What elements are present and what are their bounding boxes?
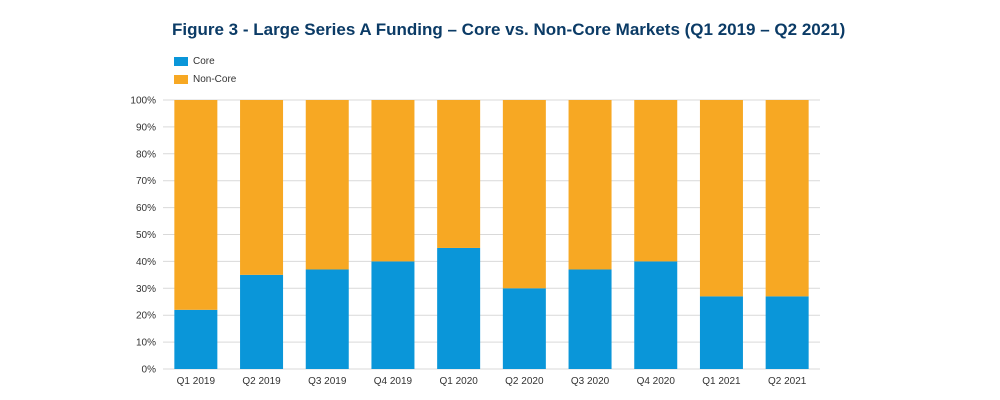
legend: Core Non-Core [174, 52, 236, 88]
y-tick-label: 60% [136, 203, 156, 214]
y-tick-label: 90% [136, 122, 156, 133]
bar-noncore [174, 100, 218, 310]
y-tick-label: 50% [136, 230, 156, 241]
y-tick-label: 70% [136, 176, 156, 187]
bar-noncore [568, 100, 612, 270]
x-tick-label: Q1 2021 [702, 376, 741, 387]
bar-noncore [371, 100, 415, 262]
x-axis: Q1 2019 Q2 2019 Q3 2019 Q4 2019 Q1 2020 Q2 20… [177, 376, 807, 387]
legend-item-core: Core [174, 52, 236, 70]
bar-noncore [240, 100, 284, 275]
y-axis: 0% 10% 20% 30% 40% 50% 60% 70% 80% 90% 100% [130, 96, 156, 376]
bar-noncore [437, 100, 481, 248]
legend-swatch-core [174, 56, 188, 66]
bar-core [502, 288, 546, 369]
legend-label-core: Core [193, 55, 215, 67]
x-tick-label: Q3 2019 [308, 376, 347, 387]
x-tick-label: Q1 2020 [439, 376, 478, 387]
y-tick-label: 80% [136, 149, 156, 160]
legend-item-noncore: Non-Core [174, 70, 236, 88]
bar-core [174, 309, 218, 369]
y-tick-label: 20% [136, 311, 156, 322]
x-tick-label: Q4 2020 [637, 376, 676, 387]
x-tick-label: Q2 2021 [768, 376, 807, 387]
bar-noncore [699, 100, 743, 297]
bar-core [568, 269, 612, 369]
bar-core [437, 247, 481, 369]
bar-core [634, 261, 678, 369]
bar-noncore [305, 100, 349, 270]
bar-core [765, 296, 809, 369]
legend-swatch-noncore [174, 74, 188, 84]
bar-core [240, 274, 284, 369]
bars [174, 100, 809, 369]
chart-title: Figure 3 - Large Series A Funding – Core… [172, 20, 846, 39]
y-tick-label: 40% [136, 257, 156, 268]
bar-noncore [502, 100, 546, 289]
x-tick-label: Q2 2020 [505, 376, 544, 387]
bar-core [699, 296, 743, 369]
x-tick-label: Q1 2019 [177, 376, 216, 387]
x-tick-label: Q2 2019 [242, 376, 281, 387]
x-tick-label: Q3 2020 [571, 376, 610, 387]
bar-noncore [765, 100, 809, 297]
bar-core [305, 269, 349, 369]
legend-label-noncore: Non-Core [193, 73, 237, 85]
y-tick-label: 100% [130, 96, 156, 107]
y-tick-label: 30% [136, 284, 156, 295]
y-tick-label: 10% [136, 338, 156, 349]
x-tick-label: Q4 2019 [374, 376, 413, 387]
y-tick-label: 0% [142, 365, 157, 376]
bar-core [371, 261, 415, 369]
bar-noncore [634, 100, 678, 262]
